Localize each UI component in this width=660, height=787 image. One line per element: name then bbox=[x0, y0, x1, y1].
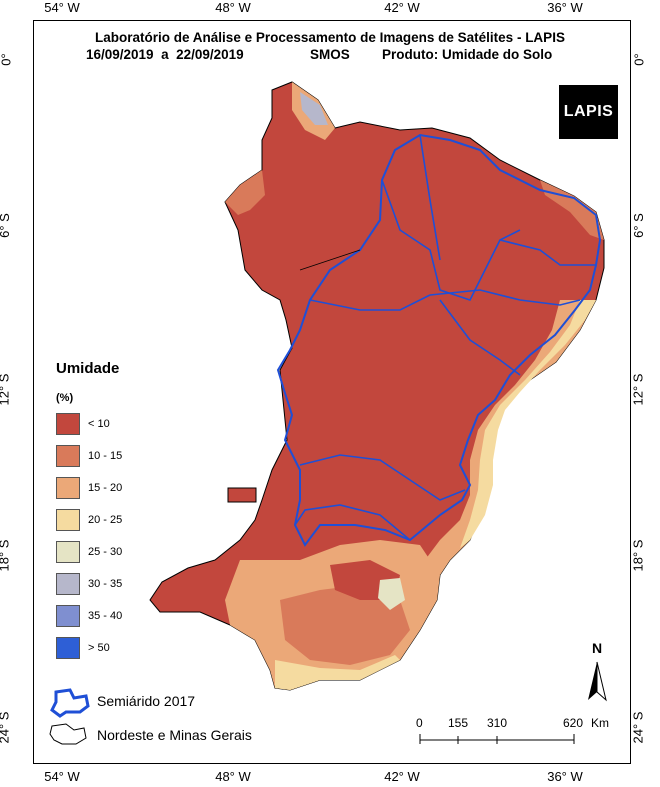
legend-label-3: 20 - 25 bbox=[88, 514, 123, 526]
legend-label-6: 35 - 40 bbox=[88, 610, 123, 622]
legend-swatch-7 bbox=[56, 637, 80, 659]
lon-label-top-54: 54° W bbox=[44, 0, 80, 15]
legend-title: Umidade bbox=[56, 360, 120, 377]
region-legend-symbol bbox=[49, 723, 87, 745]
scale-label-620: 620 bbox=[563, 716, 584, 730]
state-border-3 bbox=[499, 239, 596, 266]
legend-swatch-6 bbox=[56, 605, 80, 627]
semiarid-legend-symbol bbox=[50, 688, 90, 718]
semiarid-legend-label: Semiárido 2017 bbox=[97, 693, 196, 709]
scale-unit: Km bbox=[591, 716, 609, 730]
lapis-logo: LAPIS bbox=[559, 85, 618, 139]
legend-swatch-1 bbox=[56, 445, 80, 467]
legend-label-5: 30 - 35 bbox=[88, 578, 123, 590]
state-border-8 bbox=[294, 504, 411, 541]
state-border-4 bbox=[429, 289, 581, 306]
state-border-7 bbox=[299, 454, 466, 501]
legend-swatch-3 bbox=[56, 509, 80, 531]
legend-label-1: 10 - 15 bbox=[88, 450, 123, 462]
north-arrow-label: N bbox=[591, 640, 603, 656]
zone-coast-east-wet bbox=[460, 300, 596, 548]
semiarid-boundary bbox=[276, 133, 602, 547]
lon-label-top-42: 42° W bbox=[384, 0, 420, 15]
state-border-1 bbox=[381, 179, 521, 301]
scale-label-0: 0 bbox=[416, 716, 423, 730]
region-inner-border bbox=[299, 249, 361, 271]
zone-northwest bbox=[225, 170, 265, 215]
lon-label-bottom-48: 48° W bbox=[215, 769, 251, 784]
legend-label-7: > 50 bbox=[88, 642, 110, 654]
legend-unit: (%) bbox=[56, 392, 74, 404]
legend-label-2: 15 - 20 bbox=[88, 482, 123, 494]
legend-label-0: < 10 bbox=[88, 418, 110, 430]
zone-north-coast-2 bbox=[300, 92, 328, 125]
zone-wet-south bbox=[275, 655, 400, 690]
lon-label-bottom-42: 42° W bbox=[384, 769, 420, 784]
scale-label-310: 310 bbox=[487, 716, 508, 730]
legend-swatch-2 bbox=[56, 477, 80, 499]
state-border-5 bbox=[309, 294, 431, 311]
lon-label-bottom-36: 36° W bbox=[547, 769, 583, 784]
state-border-2 bbox=[419, 134, 441, 261]
zone-north-coast-3 bbox=[540, 180, 604, 240]
lon-label-bottom-54: 54° W bbox=[44, 769, 80, 784]
lon-label-top-36: 36° W bbox=[547, 0, 583, 15]
state-border-6 bbox=[439, 299, 521, 376]
title-sensor: SMOS bbox=[310, 47, 350, 62]
legend-swatch-0 bbox=[56, 413, 80, 435]
scale-label-155: 155 bbox=[448, 716, 469, 730]
title-product: Produto: Umidade do Solo bbox=[382, 47, 553, 62]
map-title-line1: Laboratório de Análise e Processamento d… bbox=[95, 30, 565, 45]
zone-medium-south bbox=[280, 585, 410, 665]
zone-coast-east bbox=[425, 300, 596, 575]
title-dates: 16/09/2019 a 22/09/2019 bbox=[86, 47, 244, 62]
legend-label-4: 25 - 30 bbox=[88, 546, 123, 558]
region-patch bbox=[227, 487, 257, 503]
zone-moist-patch bbox=[378, 578, 405, 610]
legend-swatch-4 bbox=[56, 541, 80, 563]
legend-swatch-5 bbox=[56, 573, 80, 595]
lon-label-top-48: 48° W bbox=[215, 0, 251, 15]
region-legend-label: Nordeste e Minas Gerais bbox=[97, 727, 252, 743]
